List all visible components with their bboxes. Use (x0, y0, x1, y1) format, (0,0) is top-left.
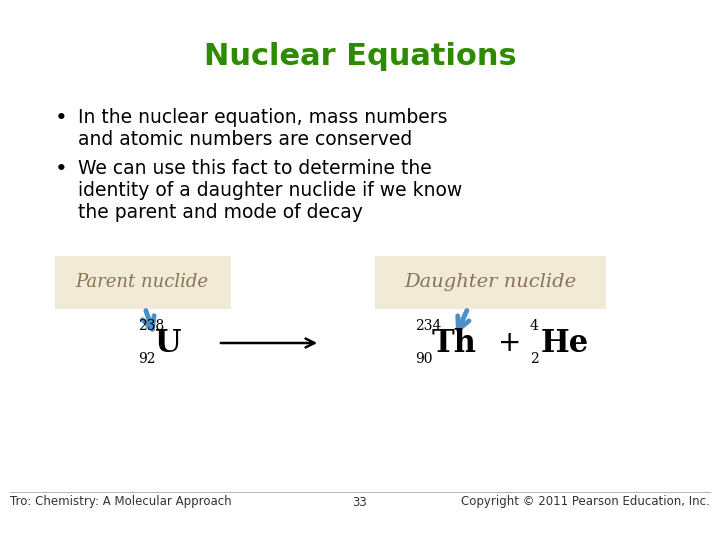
Text: +: + (498, 329, 522, 357)
Text: Nuclear Equations: Nuclear Equations (204, 42, 516, 71)
FancyBboxPatch shape (55, 255, 230, 308)
Text: 234: 234 (415, 319, 441, 333)
Text: the parent and mode of decay: the parent and mode of decay (78, 203, 363, 222)
Text: Parent nuclide: Parent nuclide (76, 273, 209, 291)
FancyBboxPatch shape (374, 255, 606, 308)
Text: Daughter nuclide: Daughter nuclide (404, 273, 576, 291)
Text: U: U (155, 327, 181, 359)
Text: 2: 2 (530, 352, 539, 366)
Text: He: He (541, 327, 589, 359)
Text: Copyright © 2011 Pearson Education, Inc.: Copyright © 2011 Pearson Education, Inc. (462, 496, 710, 509)
Text: 4: 4 (530, 319, 539, 333)
Text: 238: 238 (138, 319, 164, 333)
Text: We can use this fact to determine the: We can use this fact to determine the (78, 159, 432, 178)
Text: Tro: Chemistry: A Molecular Approach: Tro: Chemistry: A Molecular Approach (10, 496, 232, 509)
Text: 33: 33 (353, 496, 367, 509)
Text: 92: 92 (138, 352, 156, 366)
Text: •: • (55, 159, 68, 179)
Text: identity of a daughter nuclide if we know: identity of a daughter nuclide if we kno… (78, 181, 462, 200)
Text: •: • (55, 108, 68, 128)
Text: 90: 90 (415, 352, 433, 366)
Text: and atomic numbers are conserved: and atomic numbers are conserved (78, 130, 413, 149)
Text: Th: Th (432, 327, 477, 359)
Text: In the nuclear equation, mass numbers: In the nuclear equation, mass numbers (78, 108, 448, 127)
